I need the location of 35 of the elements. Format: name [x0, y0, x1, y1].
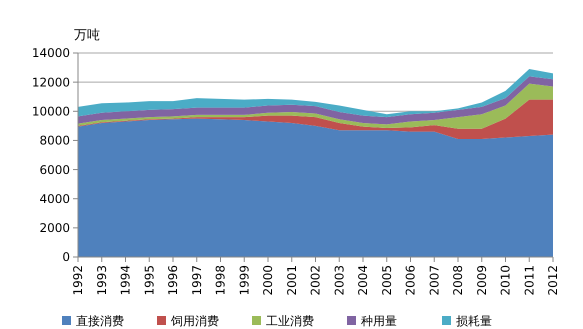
legend-label: 直接消费 [76, 314, 124, 328]
y-tick-label: 8000 [39, 134, 70, 148]
x-tick-label: 1996 [166, 265, 180, 296]
y-tick-label: 6000 [39, 162, 70, 177]
x-tick-label: 2004 [356, 265, 370, 296]
x-tick-label: 2011 [522, 265, 536, 296]
x-tick-label: 1998 [214, 265, 228, 296]
y-axis-title: 万吨 [74, 28, 100, 43]
y-tick-label: 2000 [39, 221, 70, 236]
x-tick-label: 1997 [190, 265, 204, 296]
y-tick-label: 14000 [32, 46, 70, 60]
x-tick-label: 2007 [427, 265, 442, 296]
legend-label: 损耗量 [456, 314, 492, 328]
x-tick-label: 2005 [380, 265, 394, 296]
legend-label: 工业消费 [266, 314, 314, 328]
x-tick-label: 2002 [308, 265, 323, 296]
y-tick-label: 4000 [39, 192, 70, 206]
x-tick-label: 2009 [474, 265, 489, 296]
x-tick-label: 1999 [237, 265, 252, 296]
x-tick-label: 2010 [498, 265, 513, 296]
x-tick-label: 2003 [332, 265, 346, 296]
legend-label: 种用量 [361, 314, 397, 328]
y-tick-label: 10000 [32, 104, 70, 118]
legend-label: 饲用消费 [170, 314, 219, 328]
x-tick-label: 1995 [142, 265, 156, 296]
x-tick-label: 1992 [71, 265, 86, 296]
y-tick-label: 12000 [32, 75, 70, 90]
x-tick-label: 2000 [261, 265, 276, 296]
x-tick-label: 1994 [118, 265, 133, 296]
x-tick-label: 2012 [546, 265, 560, 296]
x-tick-label: 1993 [94, 265, 109, 296]
y-tick-label: 0 [62, 250, 70, 264]
x-tick-label: 2006 [404, 265, 418, 296]
x-tick-label: 2001 [284, 265, 299, 296]
x-tick-label: 2008 [451, 265, 466, 296]
